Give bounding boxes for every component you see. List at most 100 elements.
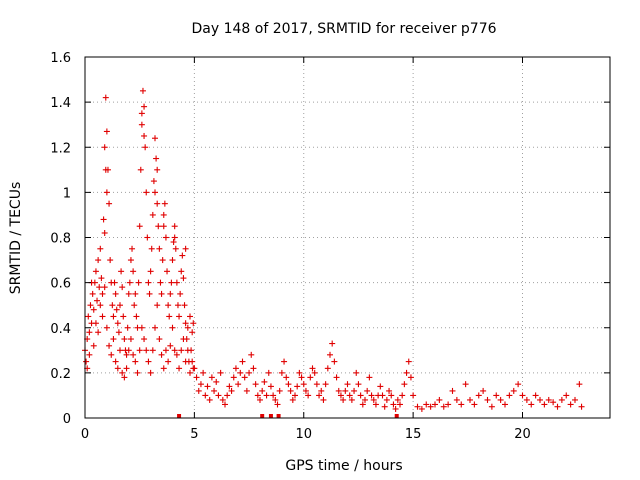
- data-point: [94, 297, 101, 304]
- data-point: [453, 396, 460, 403]
- data-point: [405, 358, 412, 365]
- data-point: [152, 135, 158, 142]
- data-point: [188, 347, 195, 354]
- data-point: [102, 94, 109, 101]
- data-point: [96, 284, 103, 291]
- data-point: [537, 396, 543, 403]
- data-point: [154, 302, 161, 309]
- data-point: [267, 383, 274, 390]
- data-point: [320, 396, 327, 403]
- y-tick-label: 0.4: [50, 322, 71, 337]
- data-point: [99, 313, 106, 320]
- data-point: [572, 396, 578, 403]
- data-point: [146, 290, 153, 297]
- data-point: [87, 302, 94, 309]
- data-point: [259, 387, 266, 394]
- data-point: [265, 369, 272, 376]
- data-point: [313, 381, 320, 388]
- data-point: [558, 396, 565, 403]
- data-point: [179, 252, 186, 259]
- data-point: [124, 324, 131, 331]
- data-point: [125, 290, 132, 297]
- data-point: [123, 351, 130, 358]
- y-tick-label: 0: [63, 412, 71, 427]
- data-point: [161, 200, 168, 207]
- data-point: [377, 383, 384, 390]
- data-point: [165, 302, 172, 309]
- data-point: [340, 396, 347, 403]
- data-point: [143, 347, 150, 354]
- data-point: [309, 365, 316, 372]
- data-point: [351, 387, 358, 394]
- x-axis-label: GPS time / hours: [285, 458, 402, 474]
- data-point: [368, 392, 375, 399]
- data-point: [401, 381, 408, 388]
- data-point: [133, 313, 140, 320]
- data-point: [177, 290, 184, 297]
- data-point: [414, 403, 421, 410]
- data-point: [502, 401, 508, 408]
- y-axis-label: SRMTID / TECUs: [8, 182, 24, 295]
- data-point: [222, 401, 228, 408]
- data-point: [289, 396, 296, 403]
- data-point: [141, 336, 148, 343]
- data-point: [285, 381, 292, 388]
- data-point: [532, 392, 539, 399]
- y-tick-label: 0.2: [50, 367, 71, 382]
- data-point: [467, 396, 473, 403]
- data-point: [125, 347, 132, 354]
- data-point: [83, 358, 90, 365]
- data-point: [180, 275, 187, 282]
- data-point: [241, 374, 248, 381]
- data-point: [372, 401, 379, 408]
- data-points: [82, 87, 585, 412]
- data-point: [106, 342, 113, 349]
- data-point: [252, 381, 259, 388]
- data-point: [145, 279, 152, 286]
- data-point: [132, 290, 139, 297]
- data-point: [114, 320, 121, 327]
- data-point: [274, 401, 281, 408]
- data-point: [246, 369, 253, 376]
- data-point: [117, 302, 123, 309]
- data-point: [440, 403, 447, 410]
- data-point: [342, 387, 349, 394]
- data-point: [270, 392, 277, 399]
- data-point: [432, 401, 438, 408]
- data-point: [418, 405, 425, 412]
- gap-marker: [260, 414, 265, 418]
- data-point: [160, 365, 167, 372]
- data-point: [324, 365, 331, 372]
- data-point: [410, 392, 417, 399]
- data-point: [113, 306, 120, 313]
- data-point: [100, 216, 107, 223]
- data-point: [141, 103, 148, 110]
- data-point: [171, 223, 178, 230]
- data-point: [99, 290, 106, 297]
- data-point: [554, 403, 561, 410]
- data-point: [182, 245, 189, 252]
- y-tick-label: 0.6: [50, 277, 71, 292]
- data-point: [137, 166, 144, 173]
- y-tick-labels: 0 0.2 0.4 0.6 0.8 1 1.2 1.4 1.6: [50, 51, 71, 427]
- data-point: [287, 387, 294, 394]
- x-tick-label: 10: [295, 427, 312, 442]
- data-point: [114, 365, 121, 372]
- data-point: [497, 396, 504, 403]
- data-point: [379, 392, 386, 399]
- data-point: [281, 358, 288, 365]
- data-point: [162, 347, 169, 354]
- data-point: [449, 387, 456, 394]
- data-point: [92, 268, 99, 275]
- data-point: [348, 396, 355, 403]
- data-point: [144, 234, 151, 241]
- data-point: [302, 387, 309, 394]
- data-point: [189, 329, 196, 336]
- data-point: [166, 313, 173, 320]
- data-point: [283, 374, 290, 381]
- data-point: [167, 342, 174, 349]
- data-point: [149, 211, 156, 218]
- data-point: [171, 234, 178, 241]
- data-point: [407, 374, 414, 381]
- data-point: [528, 401, 535, 408]
